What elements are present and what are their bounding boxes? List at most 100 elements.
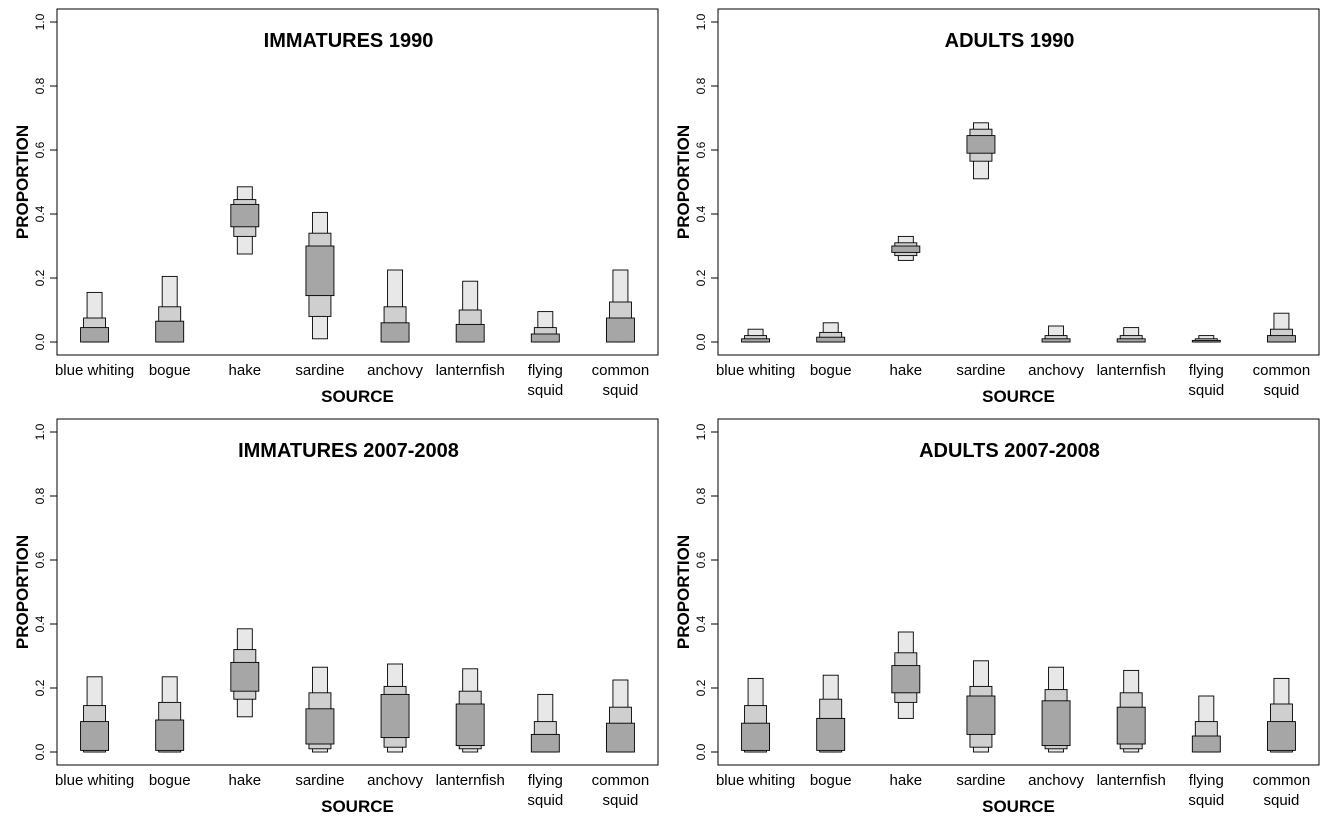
box-blue-whiting <box>741 328 771 343</box>
x-tick-label: common <box>592 362 650 379</box>
x-tick-label: hake <box>229 772 262 789</box>
ci50-box <box>530 333 560 343</box>
x-tick-label: sardine <box>956 772 1005 789</box>
x-tick-label: anchovy <box>367 772 423 789</box>
box-lanternfish <box>455 280 485 343</box>
x-tick-label: squid <box>1188 792 1224 809</box>
plot-frame <box>717 418 1320 766</box>
x-tick-label: flying <box>1189 362 1224 379</box>
box-anchovy <box>1041 666 1071 753</box>
ci50-box <box>741 338 771 343</box>
box-hake <box>230 628 260 718</box>
box-anchovy <box>1041 325 1071 343</box>
plot-frame <box>717 8 1320 356</box>
ci50-box <box>155 320 185 343</box>
x-tick-label: blue whiting <box>716 362 795 379</box>
y-axis-label: PROPORTION <box>13 535 32 649</box>
ci50-box <box>230 203 260 228</box>
chart-panel-adults-1990: ADULTS 1990 0.0 0.2 0.4 0.6 0.8 1.0 PROPORTION b… <box>674 8 1320 406</box>
x-tick-label: common <box>592 772 650 789</box>
ci50-box <box>530 733 560 753</box>
ci50-box <box>816 336 846 343</box>
box-flying-squid <box>1191 695 1221 753</box>
ci50-box <box>605 722 635 753</box>
box-hake <box>891 631 921 719</box>
box-flying-squid <box>530 311 560 343</box>
x-tick-label: squid <box>1188 382 1224 399</box>
x-tick-label: hake <box>229 362 262 379</box>
ci50-box <box>155 719 185 751</box>
box-common-squid <box>605 269 635 343</box>
plot-frame <box>56 418 659 766</box>
y-tick-label: 0.2 <box>694 679 708 696</box>
ci50-box <box>1266 335 1296 343</box>
y-tick-label: 0.6 <box>694 141 708 158</box>
x-tick-label: squid <box>1264 792 1300 809</box>
y-tick-label: 0.0 <box>694 333 708 350</box>
ci50-box <box>1116 706 1146 745</box>
x-tick-label: flying <box>528 362 563 379</box>
x-tick-label: common <box>1253 362 1311 379</box>
plot-frame <box>56 8 659 356</box>
y-tick-label: 1.0 <box>694 13 708 30</box>
ci50-box <box>816 717 846 751</box>
x-tick-label: squid <box>527 382 563 399</box>
x-tick-label: squid <box>603 382 639 399</box>
box-blue-whiting <box>741 677 771 753</box>
box-bogue <box>155 275 185 343</box>
chart-panel-adults-2007-2008: ADULTS 2007-2008 0.0 0.2 0.4 0.6 0.8 1.0 PROPOR… <box>674 418 1320 816</box>
box-sardine <box>305 211 335 340</box>
box-common-squid <box>1266 312 1296 343</box>
box-blue-whiting <box>80 291 110 343</box>
chart-panel-immatures-1990: IMMATURES 1990 0.0 0.2 0.4 0.6 0.8 1.0 PROPORTI… <box>13 8 659 406</box>
x-axis-label: SOURCE <box>321 797 394 816</box>
y-axis-label: PROPORTION <box>13 125 32 239</box>
y-tick-label: 0.4 <box>694 615 708 632</box>
x-tick-label: bogue <box>149 362 191 379</box>
y-tick-label: 0.8 <box>33 487 47 504</box>
y-axis-label: PROPORTION <box>674 125 693 239</box>
ci50-box <box>305 708 335 745</box>
y-tick-label: 0.2 <box>33 679 47 696</box>
x-tick-label: lanternfish <box>1097 362 1166 379</box>
x-axis-label: SOURCE <box>982 387 1055 406</box>
chart-title: ADULTS 1990 <box>945 30 1075 52</box>
ci50-box <box>741 722 771 751</box>
y-tick-label: 0.0 <box>694 743 708 760</box>
ci50-box <box>1041 700 1071 747</box>
box-bogue <box>816 322 846 343</box>
ci50-box <box>1266 721 1296 751</box>
x-tick-label: sardine <box>295 362 344 379</box>
x-tick-label: blue whiting <box>55 362 134 379</box>
ci50-box <box>455 323 485 343</box>
chart-panel-immatures-2007-2008: IMMATURES 2007-2008 0.0 0.2 0.4 0.6 0.8 1.0 PRO… <box>13 418 659 816</box>
ci50-box <box>380 693 410 739</box>
y-tick-label: 1.0 <box>33 13 47 30</box>
y-tick-label: 0.6 <box>33 551 47 568</box>
box-lanternfish <box>1116 327 1146 343</box>
box-sardine <box>966 122 996 180</box>
y-tick-label: 0.2 <box>694 269 708 286</box>
y-tick-label: 0.4 <box>694 205 708 222</box>
box-flying-squid <box>530 693 560 753</box>
ci50-box <box>605 317 635 343</box>
box-bogue <box>816 674 846 753</box>
y-tick-label: 0.8 <box>33 77 47 94</box>
ci50-box <box>1041 338 1071 343</box>
x-tick-label: sardine <box>956 362 1005 379</box>
box-common-squid <box>1266 677 1296 753</box>
box-blue-whiting <box>80 676 110 753</box>
y-tick-label: 0.4 <box>33 615 47 632</box>
ci50-box <box>380 322 410 343</box>
ci50-box <box>891 665 921 694</box>
x-tick-label: bogue <box>810 772 852 789</box>
x-tick-label: bogue <box>149 772 191 789</box>
chart-title: ADULTS 2007-2008 <box>919 440 1100 462</box>
x-tick-label: common <box>1253 772 1311 789</box>
chart-title: IMMATURES 1990 <box>264 30 434 52</box>
x-tick-label: lanternfish <box>436 362 505 379</box>
box-lanternfish <box>455 668 485 753</box>
y-tick-label: 0.6 <box>33 141 47 158</box>
ci50-box <box>966 135 996 154</box>
box-lanternfish <box>1116 669 1146 753</box>
